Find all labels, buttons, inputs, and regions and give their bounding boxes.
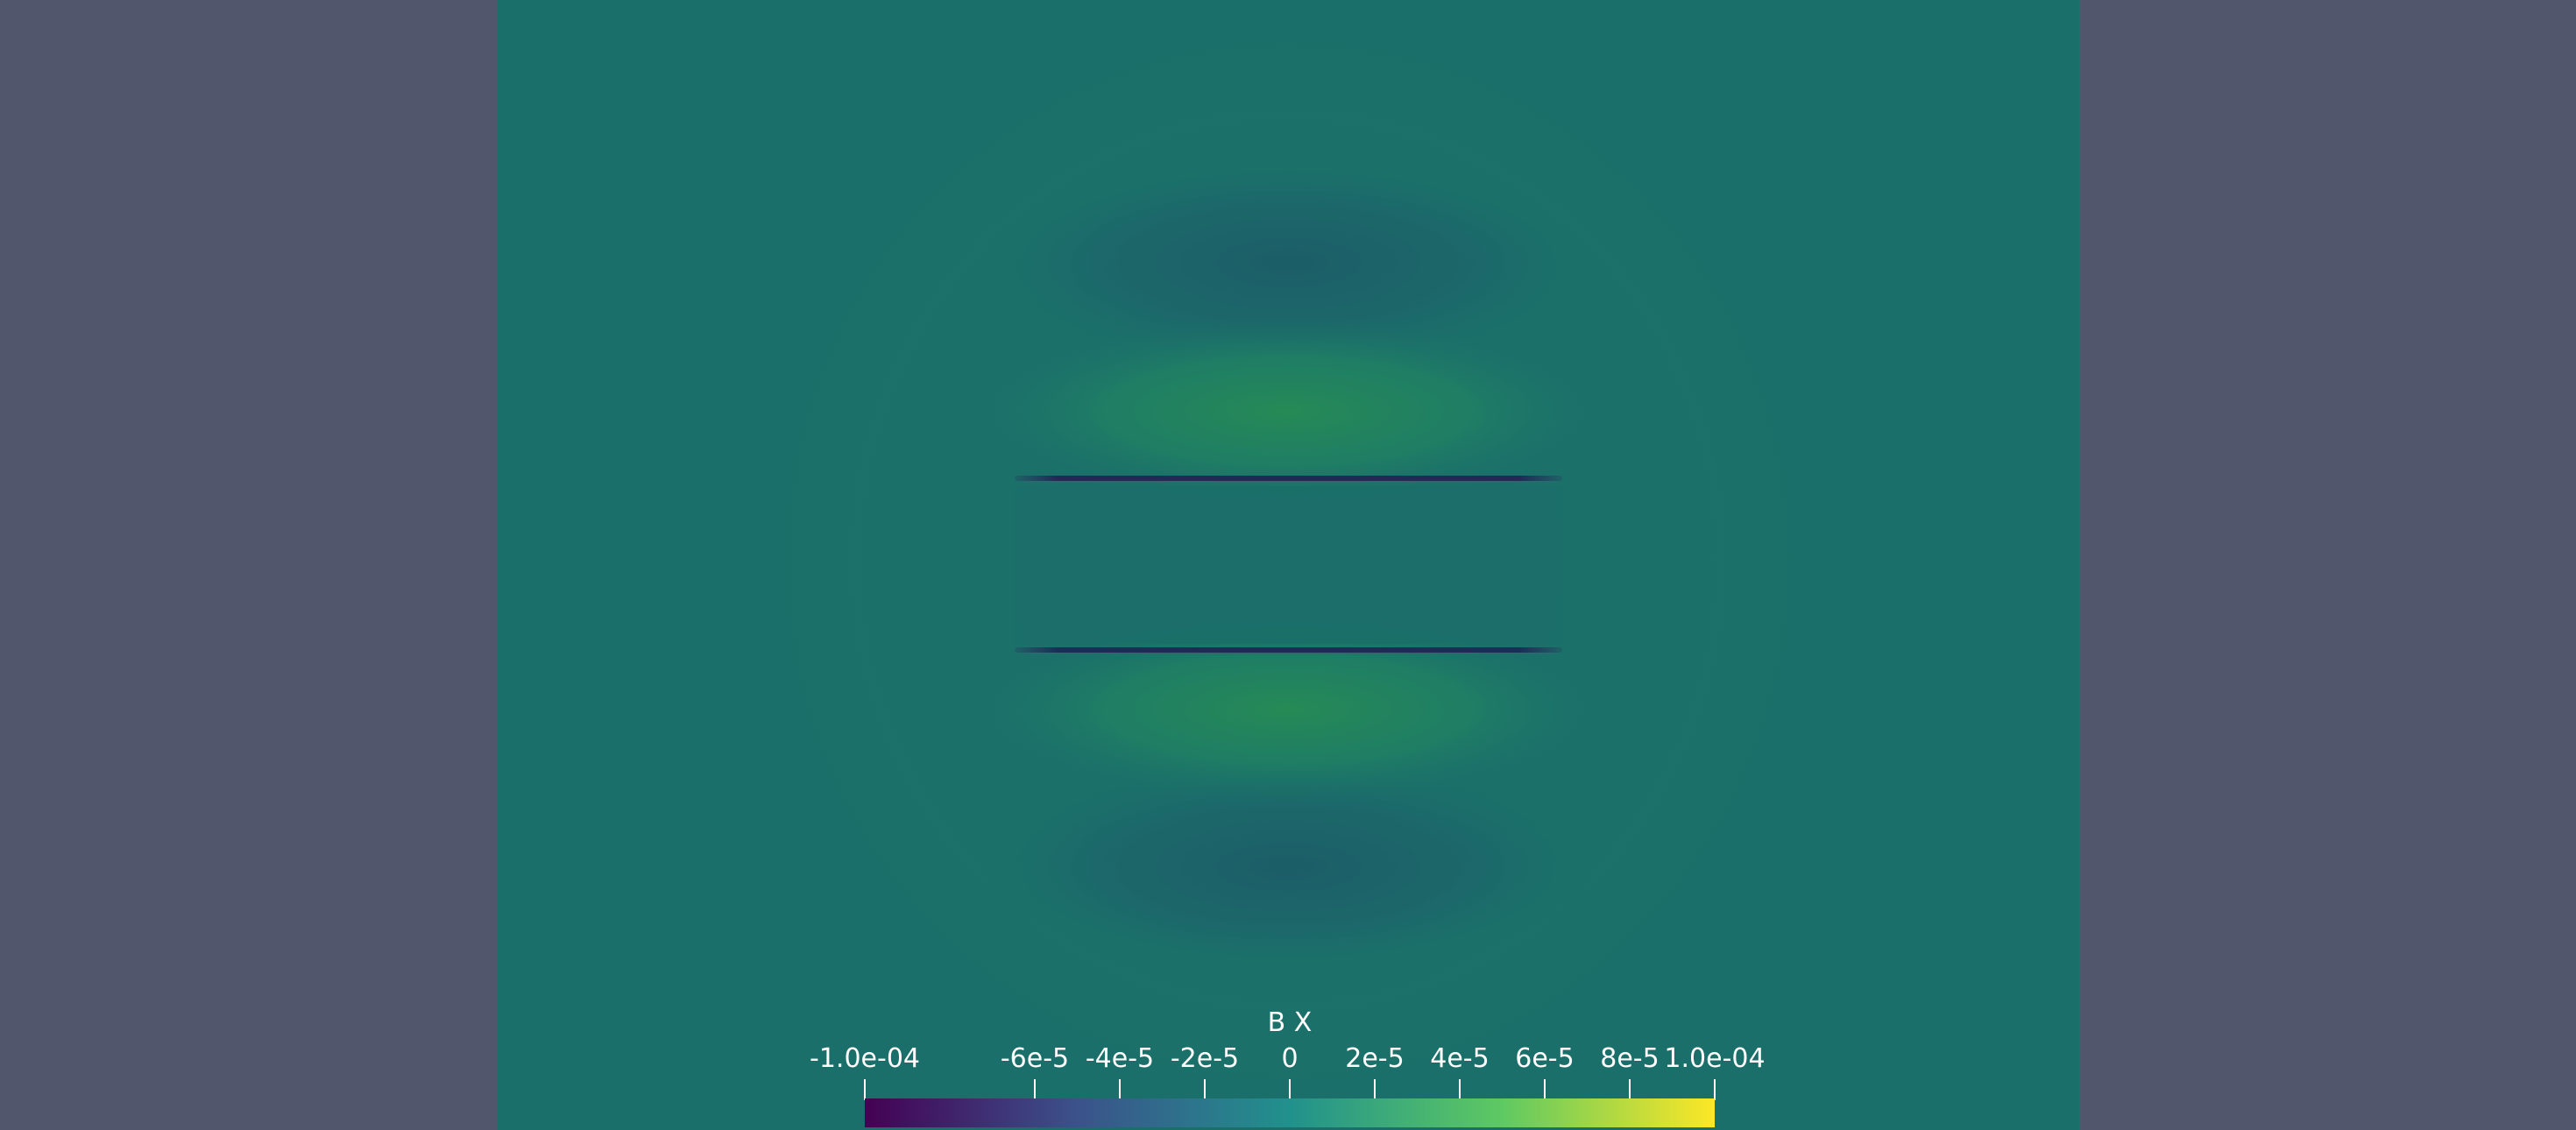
upper-plate-underside — [1023, 481, 1553, 483]
upper-plate — [1015, 476, 1562, 481]
field-gap-region — [1015, 486, 1562, 644]
field-lobe-bottom-dark — [973, 762, 1603, 972]
field-lobe-top-dark — [973, 158, 1603, 368]
lower-plate-underside — [1023, 653, 1553, 654]
field-lobe-top-green — [955, 315, 1621, 508]
bx-field-plot — [745, 0, 1831, 1121]
field-lobe-bottom-green — [955, 613, 1621, 806]
field-render-area[interactable] — [498, 0, 2079, 1130]
lower-plate — [1015, 647, 1562, 653]
